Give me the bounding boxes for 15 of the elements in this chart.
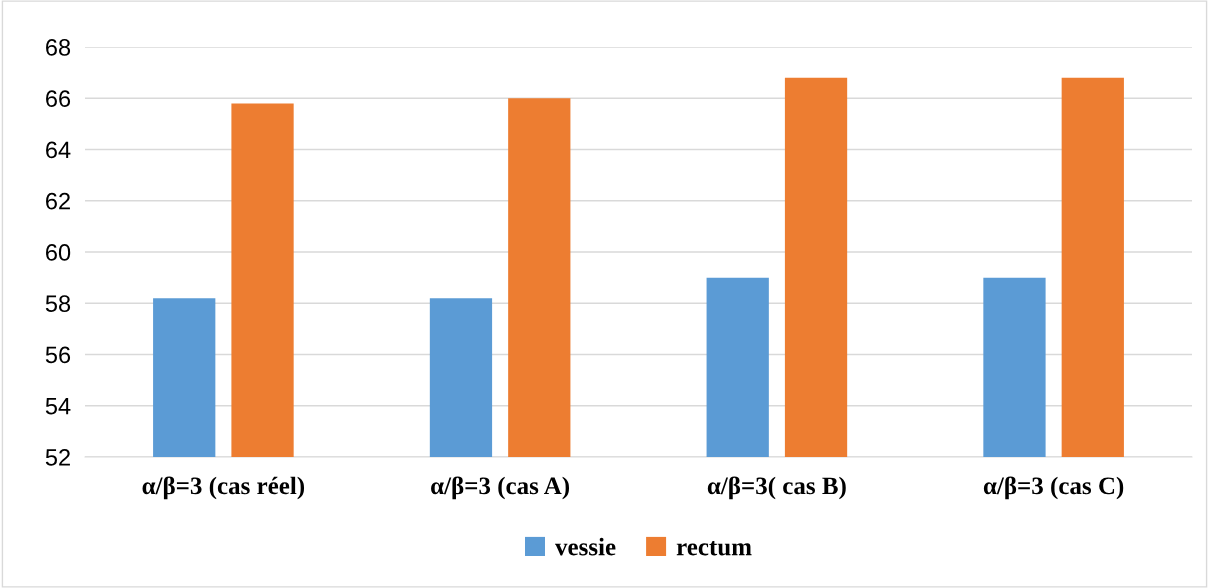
y-tick-label: 54 bbox=[45, 398, 71, 415]
y-tick-label: 56 bbox=[45, 346, 71, 364]
x-tick-label: α/β=3 (cas réel) bbox=[142, 476, 305, 500]
y-tick-label: 68 bbox=[46, 39, 71, 56]
y-tick-label: 60 bbox=[46, 244, 71, 261]
x-tick-label: α/β=3 (cas A) bbox=[431, 476, 570, 500]
legend-label: vessie bbox=[555, 537, 616, 556]
y-tick-label: 52 bbox=[45, 449, 70, 466]
y-tick-label: 58 bbox=[45, 295, 71, 313]
y-tick-label: 66 bbox=[46, 90, 71, 108]
y-tick-label: 62 bbox=[46, 192, 70, 210]
x-tick-label: α/β=3( cas B) bbox=[707, 476, 846, 500]
x-tick-label: α/β=3 (cas C) bbox=[983, 476, 1124, 500]
legend-label: rectum bbox=[676, 541, 752, 556]
y-tick-label: 64 bbox=[46, 141, 71, 159]
